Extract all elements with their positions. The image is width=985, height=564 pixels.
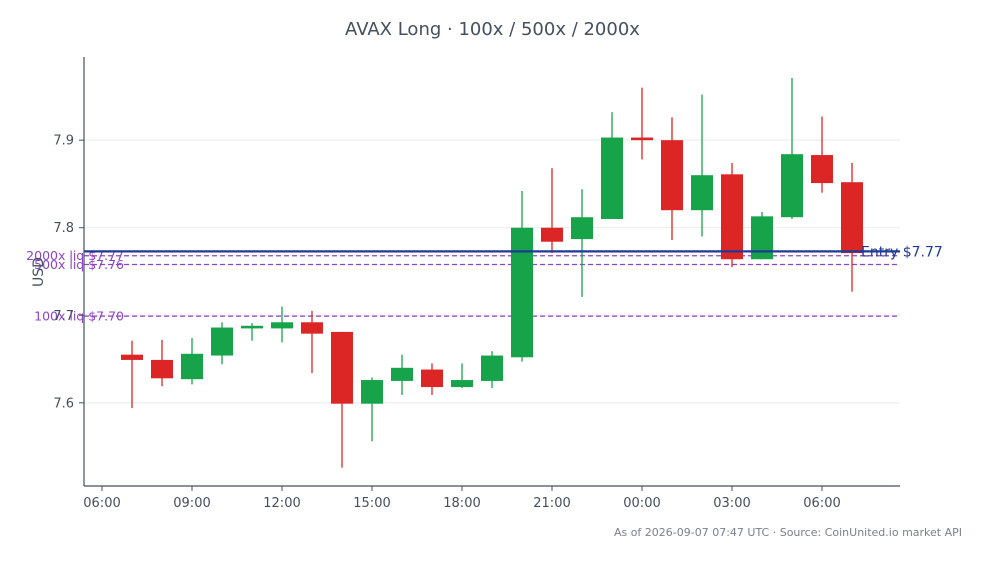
candle-body [241, 325, 263, 329]
candle-body [211, 327, 233, 356]
x-tick-label: 21:00 [533, 496, 570, 511]
candle-body [781, 154, 803, 218]
y-tick-label: 7.8 [53, 221, 74, 236]
candle-body [421, 369, 443, 388]
candle-body [331, 331, 353, 404]
candle-body [571, 217, 593, 240]
y-axis-title: USD [31, 257, 47, 287]
candle-body [691, 175, 713, 211]
chart-title: AVAX Long · 100x / 500x / 2000x [345, 19, 640, 40]
candle-body [541, 227, 563, 242]
x-tick-label: 06:00 [803, 496, 840, 511]
candles [121, 78, 863, 468]
candle-body [631, 137, 653, 141]
liquidation-label: 100x liq $7.70 [34, 309, 124, 324]
candle-body [841, 182, 863, 254]
candle-body [511, 227, 533, 358]
entry-label: Entry $7.77 [861, 244, 943, 260]
candle-body [811, 155, 833, 184]
candle-body [481, 355, 503, 381]
x-tick-label: 12:00 [263, 496, 300, 511]
candle-body [151, 359, 173, 379]
y-tick-label: 7.9 [53, 134, 74, 149]
candle-body [391, 367, 413, 381]
candle-body [721, 174, 743, 260]
x-tick-label: 06:00 [83, 496, 120, 511]
candle-body [121, 354, 143, 360]
y-tick-label: 7.6 [53, 396, 74, 411]
x-tick-label: 15:00 [353, 496, 390, 511]
candle-body [181, 353, 203, 380]
y-tick-label: 7.7 [53, 309, 74, 324]
candle-body [361, 380, 383, 404]
x-tick-label: 09:00 [173, 496, 210, 511]
footnote: As of 2026-09-07 07:47 UTC · Source: Coi… [613, 526, 962, 539]
liquidation-label: 500x liq $7.76 [34, 257, 124, 272]
candle-body [661, 140, 683, 211]
candle-body [601, 137, 623, 219]
x-tick-label: 00:00 [623, 496, 660, 511]
axes: 7.6 7.7 7.8 7.9 Entry $7.77 06:00 09:00 12:00 15… [31, 57, 943, 511]
candle-body [301, 322, 323, 334]
candle-body [451, 380, 473, 388]
x-tick-label: 18:00 [443, 496, 480, 511]
x-tick-label: 03:00 [713, 496, 750, 511]
candle-body [271, 322, 293, 329]
candle-body [751, 216, 773, 260]
